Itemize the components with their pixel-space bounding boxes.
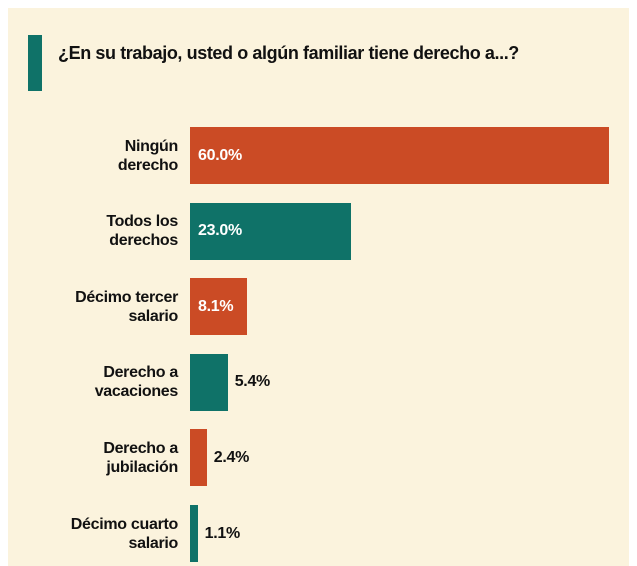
value-label: 8.1% bbox=[198, 297, 234, 315]
value-label: 1.1% bbox=[204, 524, 241, 542]
category-label: Décimo tercer salario bbox=[75, 288, 178, 325]
chart-title: ¿En su trabajo, usted o algún familiar t… bbox=[58, 43, 519, 63]
category-label: Derecho a jubilación bbox=[103, 439, 178, 476]
title-accent bbox=[28, 35, 42, 91]
value-label: 5.4% bbox=[234, 373, 271, 391]
bar bbox=[190, 127, 609, 184]
category-label: Décimo cuarto salario bbox=[70, 515, 179, 552]
category-label: Derecho a vacaciones bbox=[94, 364, 179, 401]
bar bbox=[190, 278, 247, 336]
bar bbox=[190, 505, 198, 562]
value-label: 60.0% bbox=[198, 146, 242, 164]
category-label: Todos los derechos bbox=[106, 213, 178, 250]
value-label: 2.4% bbox=[213, 448, 250, 466]
category-label: Ningún derecho bbox=[117, 137, 178, 174]
bar bbox=[190, 202, 351, 260]
bar bbox=[190, 353, 228, 411]
chart: ¿En su trabajo, usted o algún familiar t… bbox=[8, 8, 629, 566]
value-label: 23.0% bbox=[198, 222, 242, 240]
bar bbox=[190, 429, 207, 487]
